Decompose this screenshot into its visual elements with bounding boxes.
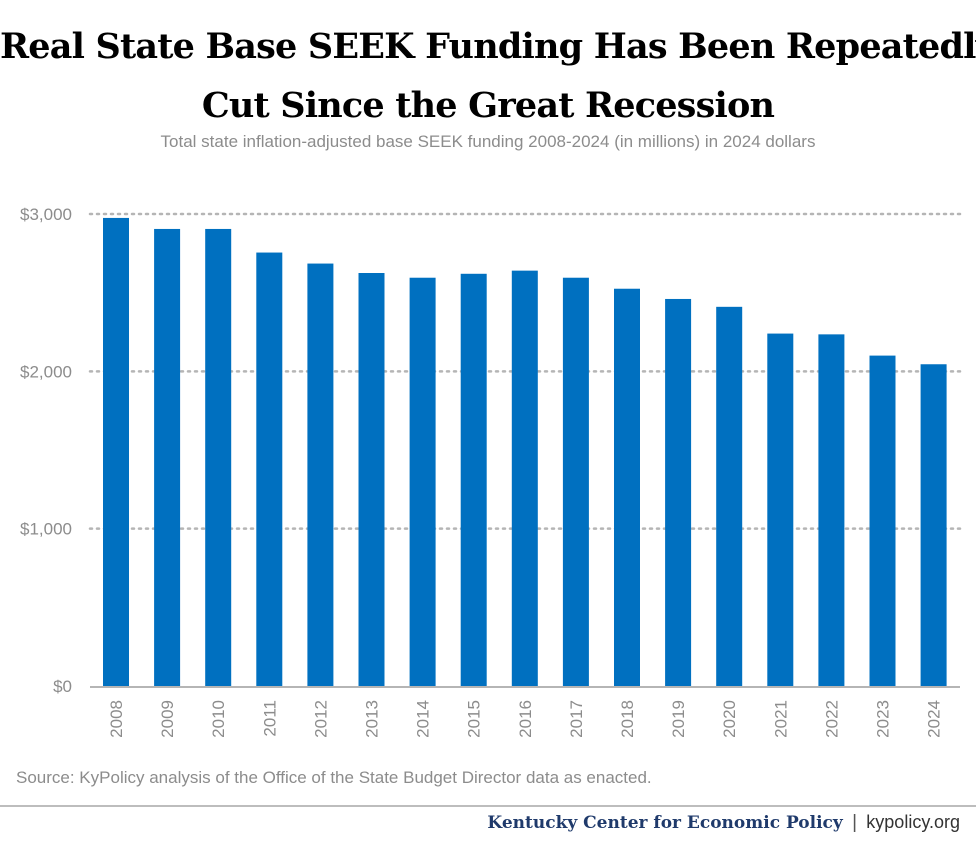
bars [103,217,947,687]
x-tick-label: 2008 [107,700,126,738]
y-tick-label: $2,000 [20,362,72,381]
bar-2024 [920,364,947,686]
bar-2021 [767,333,794,686]
chart-title-line-2: Cut Since the Great Recession [201,85,775,126]
chart-title-line-1: Real State Base SEEK Funding Has Been Re… [0,26,976,67]
bar-2016 [511,270,538,686]
x-tick-label: 2021 [771,700,790,738]
x-tick-label: 2011 [260,700,279,737]
x-tick-label: 2012 [311,700,330,738]
bar-2015 [460,273,487,686]
bar-2014 [409,277,436,686]
x-tick-label: 2020 [720,700,739,738]
footer-website: kypolicy.org [866,812,960,832]
x-tick-label: 2023 [874,700,893,738]
footer-divider [0,805,976,807]
footer-organization: Kentucky Center for Economic Policy [487,813,843,833]
bar-chart: $0 $1,000 $2,000 $3,000 2008 2009 2010 2011 201… [20,205,962,738]
x-tick-label: 2013 [363,700,382,738]
x-tick-label: 2015 [465,700,484,738]
bar-2018 [614,288,640,686]
x-tick-label: 2024 [925,700,944,738]
bar-2023 [869,355,896,686]
x-tick-label: 2009 [158,700,177,738]
x-tick-label: 2022 [822,700,841,738]
chart-subtitle: Total state inflation-adjusted base SEEK… [160,132,816,151]
x-axis-ticks: 2008 2009 2010 2011 2012 2013 2014 2015 2016 2017… [107,700,944,738]
bar-2017 [562,277,589,686]
source-note: Source: KyPolicy analysis of the Office … [16,768,652,787]
bar-2009 [154,228,181,687]
x-tick-label: 2019 [669,700,688,738]
footer-separator: | [852,812,858,833]
y-axis-ticks: $0 $1,000 $2,000 $3,000 [20,205,72,696]
footer: Kentucky Center for Economic Policy | ky… [487,812,960,834]
y-tick-label: $3,000 [20,205,72,224]
y-tick-label: $0 [53,677,72,696]
bar-2013 [358,273,385,686]
x-tick-label: 2010 [209,700,228,738]
x-tick-label: 2018 [618,700,637,738]
bar-2022 [818,334,845,686]
bar-2008 [103,217,129,686]
x-tick-label: 2017 [567,700,586,738]
bar-2020 [716,306,743,686]
bar-2012 [307,263,334,686]
bar-2019 [665,298,692,686]
x-tick-label: 2014 [414,700,433,738]
bar-2011 [256,252,283,686]
y-tick-label: $1,000 [20,520,72,539]
bar-2010 [205,228,232,687]
x-tick-label: 2016 [516,700,535,738]
